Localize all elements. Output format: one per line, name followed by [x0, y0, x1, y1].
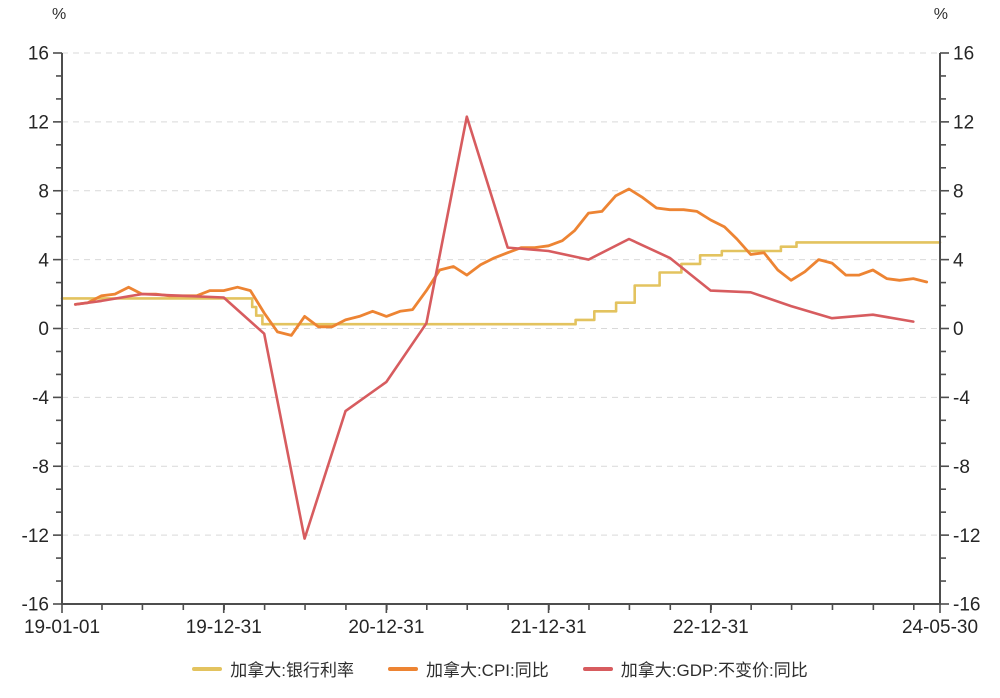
- series-line-0: [60, 241, 942, 326]
- legend-label-cpi: 加拿大:CPI:同比: [425, 661, 549, 680]
- y-tick-label-right: 12: [953, 113, 974, 134]
- legend-item-gdp: 加拿大:GDP:不变价:同比: [582, 656, 808, 681]
- x-tick-label: 19-01-01: [24, 617, 100, 638]
- y-tick-label-left: 12: [28, 113, 49, 134]
- y-tick-label-left: 16: [28, 44, 49, 65]
- x-tick-label: 24-05-30: [902, 617, 978, 638]
- legend: 加拿大:银行利率 加拿大:CPI:同比 加拿大:GDP:不变价:同比: [0, 656, 1000, 681]
- y-tick-label-left: -16: [22, 595, 49, 616]
- bank-rate-line-swatch: [192, 666, 223, 671]
- y-tick-label-right: 8: [953, 181, 964, 202]
- x-tick-label: 21-12-31: [511, 617, 587, 638]
- y-axis-unit-right: %: [933, 6, 948, 23]
- y-axis-unit-left: %: [52, 6, 67, 23]
- y-tick-label-right: -8: [953, 457, 970, 478]
- y-tick-label-right: 16: [953, 44, 974, 65]
- y-tick-label-right: 4: [953, 250, 964, 271]
- x-tick-label: 19-12-31: [186, 617, 262, 638]
- legend-label-gdp: 加拿大:GDP:不变价:同比: [620, 661, 808, 680]
- x-tick-label: 20-12-31: [348, 617, 424, 638]
- x-tick-label: 22-12-31: [673, 617, 749, 638]
- y-tick-label-left: -12: [22, 526, 49, 547]
- series-line-1: [73, 187, 929, 337]
- series-line-2: [74, 115, 915, 540]
- gdp-line-swatch: [582, 666, 613, 671]
- y-tick-label-left: 4: [38, 250, 49, 271]
- y-tick-label-right: -12: [953, 526, 980, 547]
- y-tick-label-left: -4: [32, 388, 49, 409]
- legend-item-cpi: 加拿大:CPI:同比: [387, 656, 549, 681]
- legend-label-bank-rate: 加拿大:银行利率: [230, 661, 354, 680]
- y-tick-label-right: -16: [953, 595, 980, 616]
- y-tick-label-right: -4: [953, 388, 970, 409]
- legend-item-bank-rate: 加拿大:银行利率: [192, 656, 354, 681]
- y-tick-label-left: 8: [38, 181, 49, 202]
- cpi-line-swatch: [387, 666, 418, 671]
- y-tick-label-left: 0: [38, 319, 49, 340]
- y-tick-label-right: 0: [953, 319, 964, 340]
- y-tick-label-left: -8: [32, 457, 49, 478]
